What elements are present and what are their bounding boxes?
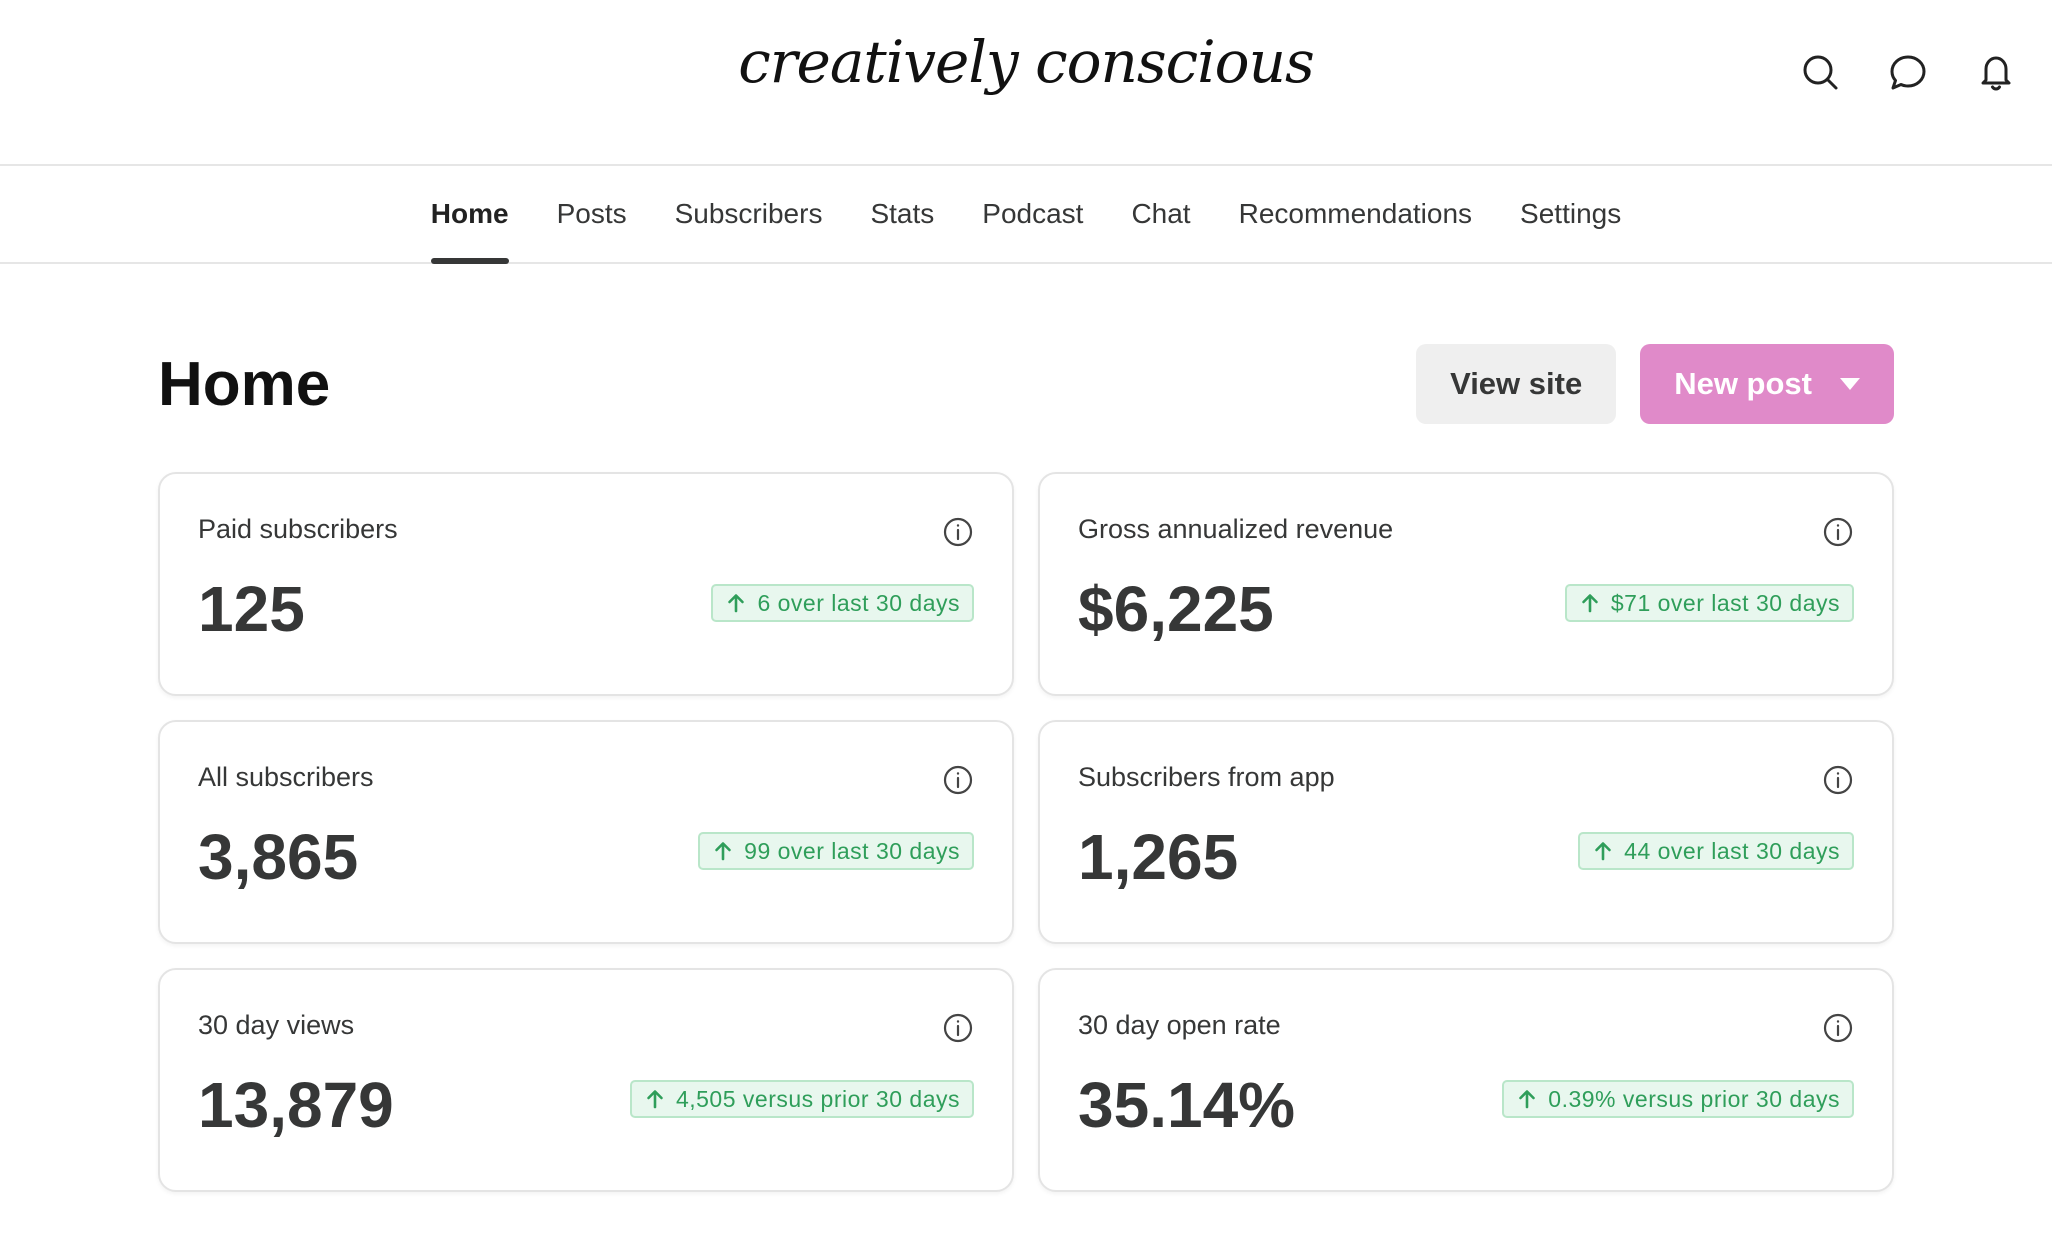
info-icon[interactable] xyxy=(942,1012,974,1044)
arrow-up-icon xyxy=(1582,594,1598,613)
main-nav: Home Posts Subscribers Stats Podcast Cha… xyxy=(0,166,2052,264)
delta-text: 44 over last 30 days xyxy=(1624,837,1840,864)
stat-value: 125 xyxy=(198,573,305,645)
info-icon[interactable] xyxy=(1822,1012,1854,1044)
tab-stats[interactable]: Stats xyxy=(870,198,935,229)
arrow-up-icon xyxy=(715,842,731,861)
arrow-up-icon xyxy=(728,594,745,613)
bell-icon[interactable] xyxy=(1976,52,2016,92)
tab-recommendations[interactable]: Recommendations xyxy=(1238,198,1473,229)
page-title: Home xyxy=(158,349,331,419)
stat-label: 30 day open rate xyxy=(1078,1010,1281,1040)
page-actions: View site New post xyxy=(1416,344,1894,424)
arrow-up-icon xyxy=(647,1090,663,1109)
delta-badge: $71 over last 30 days xyxy=(1564,584,1854,622)
new-post-label: New post xyxy=(1674,366,1812,401)
delta-text: 6 over last 30 days xyxy=(757,589,960,616)
chat-bubble-icon[interactable] xyxy=(1888,52,1928,92)
delta-badge: 0.39% versus prior 30 days xyxy=(1502,1080,1854,1118)
stat-card-paid-subscribers[interactable]: Paid subscribers 125 6 over last 30 days xyxy=(158,472,1014,696)
tab-home[interactable]: Home xyxy=(430,166,509,264)
stat-label: Gross annualized revenue xyxy=(1078,514,1394,544)
stat-card-30-day-open-rate[interactable]: 30 day open rate 35.14% 0.39% versus pri… xyxy=(1038,968,1894,1192)
arrow-up-icon xyxy=(1595,842,1611,861)
stat-value: 13,879 xyxy=(198,1069,394,1141)
delta-badge: 44 over last 30 days xyxy=(1578,832,1854,870)
stat-card-30-day-views[interactable]: 30 day views 13,879 4,505 versus prior 3… xyxy=(158,968,1014,1192)
stat-label: Subscribers from app xyxy=(1078,762,1335,792)
stat-value: 1,265 xyxy=(1078,821,1239,893)
stat-label: 30 day views xyxy=(198,1010,355,1040)
delta-badge: 6 over last 30 days xyxy=(711,584,974,622)
delta-badge: 99 over last 30 days xyxy=(698,832,974,870)
stat-label: Paid subscribers xyxy=(198,514,398,544)
page-header: Home View site New post xyxy=(158,344,1894,424)
stat-card-all-subscribers[interactable]: All subscribers 3,865 99 over last 30 da… xyxy=(158,720,1014,944)
stat-value: 3,865 xyxy=(198,821,359,893)
stat-value: $6,225 xyxy=(1078,573,1274,645)
stat-label: All subscribers xyxy=(198,762,374,792)
stat-card-subscribers-from-app[interactable]: Subscribers from app 1,265 44 over last … xyxy=(1038,720,1894,944)
arrow-up-icon xyxy=(1519,1090,1536,1109)
tab-settings[interactable]: Settings xyxy=(1520,198,1622,229)
info-icon[interactable] xyxy=(942,764,974,796)
brand-logo[interactable]: creatively conscious xyxy=(738,28,1314,96)
view-site-button[interactable]: View site xyxy=(1416,344,1617,424)
new-post-button[interactable]: New post xyxy=(1640,344,1894,424)
stat-card-gross-annualized-revenue[interactable]: Gross annualized revenue $6,225 $71 over… xyxy=(1038,472,1894,696)
caret-down-icon xyxy=(1840,378,1860,390)
stat-value: 35.14% xyxy=(1078,1069,1296,1141)
header-icons xyxy=(1800,52,2016,92)
info-icon[interactable] xyxy=(1822,516,1854,548)
info-icon[interactable] xyxy=(1822,764,1854,796)
tab-chat[interactable]: Chat xyxy=(1131,198,1191,229)
info-icon[interactable] xyxy=(942,516,974,548)
top-header: creatively conscious xyxy=(0,0,2052,166)
stats-grid: Paid subscribers 125 6 over last 30 days… xyxy=(158,472,1894,1192)
delta-badge: 4,505 versus prior 30 days xyxy=(629,1080,974,1118)
search-icon[interactable] xyxy=(1800,52,1840,92)
delta-text: 0.39% versus prior 30 days xyxy=(1548,1085,1840,1112)
delta-text: 4,505 versus prior 30 days xyxy=(675,1085,960,1112)
delta-text: 99 over last 30 days xyxy=(744,837,960,864)
delta-text: $71 over last 30 days xyxy=(1610,589,1840,616)
tab-podcast[interactable]: Podcast xyxy=(982,198,1084,229)
tab-subscribers[interactable]: Subscribers xyxy=(674,198,823,229)
tab-posts[interactable]: Posts xyxy=(556,198,627,229)
